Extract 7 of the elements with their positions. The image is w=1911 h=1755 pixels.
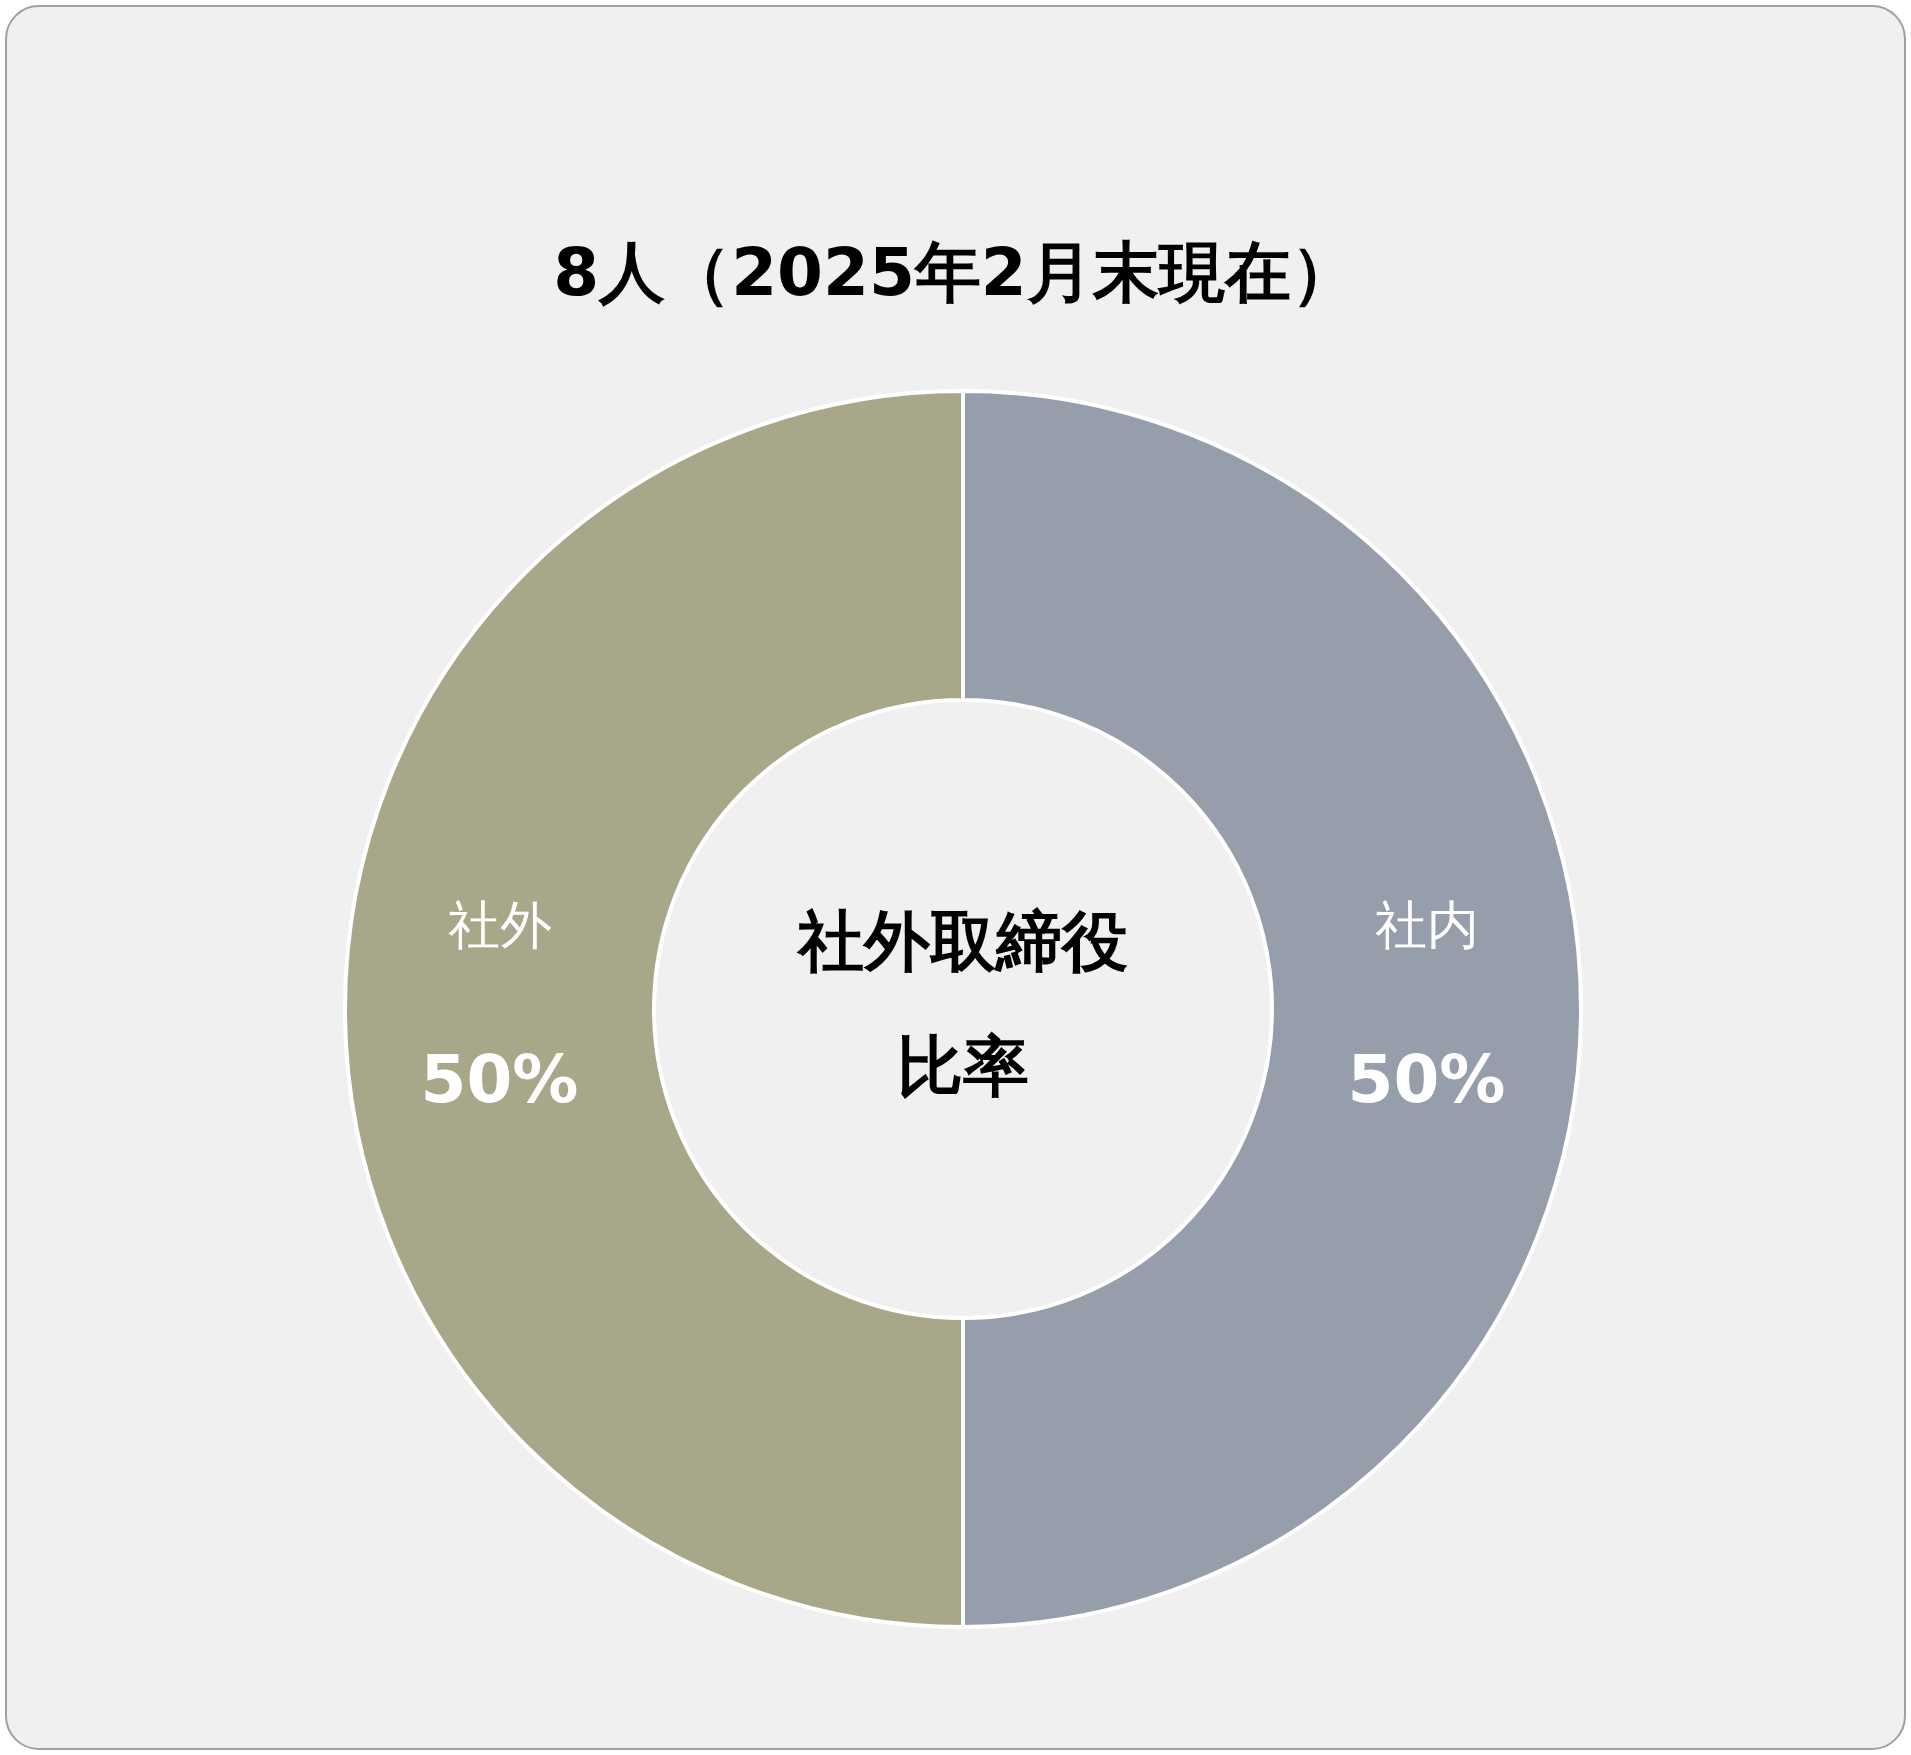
data-label: 50% bbox=[1347, 1041, 1506, 1119]
data-label: 50% bbox=[420, 1041, 579, 1119]
slice-label: 社外 bbox=[447, 894, 552, 955]
text: 比率 bbox=[897, 1027, 1029, 1105]
text: 社外取締役 bbox=[796, 902, 1128, 980]
slice-label: 社内 bbox=[1374, 894, 1479, 955]
chart-title: 8人（2025年2月末現在） bbox=[553, 234, 1357, 312]
